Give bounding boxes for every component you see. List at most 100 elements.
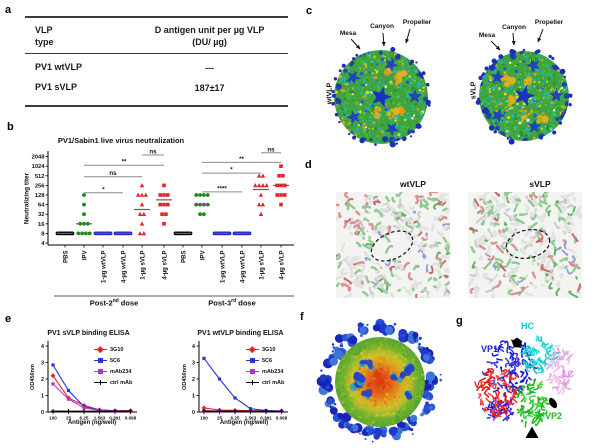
- data-point: [82, 193, 86, 197]
- protomer-model: [476, 335, 574, 438]
- annotation-mesa: Mesa: [478, 32, 496, 39]
- y-tick-label: 3: [192, 360, 195, 366]
- data-point: [202, 212, 206, 217]
- x-tick-label: PBS: [182, 251, 188, 263]
- data-point: [166, 202, 170, 207]
- x-tick-label: 4-µg sVLP: [163, 251, 169, 280]
- table-row: PV1 sVLP 187±17: [25, 74, 288, 105]
- legend-marker-icon: [94, 379, 107, 386]
- y-tick-label: 512: [35, 174, 45, 180]
- panel-letter-e: e: [5, 313, 12, 325]
- fab-blob: [341, 412, 352, 423]
- panel-letter-f: f: [300, 311, 304, 323]
- annotation-arrow: [405, 28, 411, 44]
- group-label-sup: nd: [112, 298, 119, 304]
- series-line: [203, 358, 282, 412]
- fivefold-star: [514, 85, 535, 107]
- x-tick-label: 6.25: [80, 416, 89, 421]
- data-point: [84, 231, 88, 236]
- y-tick-label: 1: [41, 393, 44, 399]
- pocket-ellipse: [505, 228, 551, 260]
- annotation-canyon: Canyon: [502, 24, 526, 31]
- row-label: PV1 wtVLP: [35, 62, 83, 72]
- threefold-axis-icon: [525, 426, 539, 438]
- x-tick-label: 6.25: [231, 416, 240, 421]
- header-line: type: [35, 37, 54, 47]
- fab-blob: [409, 414, 418, 423]
- significance-label: *: [230, 167, 233, 174]
- data-point: [275, 193, 279, 197]
- y-tick-label: 8: [41, 231, 45, 237]
- chart-title: PV1 sVLP binding ELISA: [47, 330, 130, 337]
- header-line: VLP: [35, 25, 53, 35]
- data-point: [256, 202, 262, 207]
- significance-label: ns: [267, 146, 275, 153]
- capsid-surface-maps: [331, 28, 573, 148]
- data-point: [136, 192, 141, 197]
- table-header-d-antigen: D antigen unit per µg VLP (DU/ µg): [131, 24, 288, 48]
- twofold-axis-icon: [548, 397, 558, 409]
- data-point: [260, 202, 266, 207]
- x-tick-label: 4-µg wtVLP: [122, 251, 128, 283]
- legend-item: ctrl mAb: [246, 379, 284, 386]
- data-point: [82, 406, 86, 410]
- fab-blob: [333, 349, 344, 360]
- data-point: [253, 183, 258, 188]
- data-point: [260, 173, 266, 178]
- group-label-text: dose: [236, 298, 256, 308]
- fab-blob: [336, 334, 343, 341]
- legend-item: 3G10: [94, 346, 132, 353]
- data-point: [141, 211, 147, 216]
- density-title-wtvlp: wtVLP: [400, 179, 426, 189]
- significance-label: **: [122, 159, 127, 166]
- data-point: [87, 231, 92, 236]
- annotation-propeller: Propeller: [402, 19, 432, 26]
- legend-label: mAb234: [110, 368, 132, 375]
- map-name-svlp: sVLP: [470, 81, 478, 100]
- x-tick-label: 1-µg wtVLP: [102, 251, 108, 283]
- data-point: [50, 373, 56, 379]
- data-point: [66, 397, 71, 401]
- header-line: (DU/ µg): [192, 37, 227, 47]
- data-point: [198, 193, 203, 197]
- y-tick-label: 16: [38, 222, 45, 228]
- data-point: [160, 212, 164, 216]
- annotation-arrow: [350, 38, 361, 50]
- data-point: [137, 211, 143, 216]
- panel-letter-d: d: [305, 159, 312, 171]
- data-point: [256, 173, 262, 178]
- legend-item: mAb234: [94, 368, 132, 375]
- data-point: [283, 193, 287, 197]
- x-tick-label: 100: [49, 416, 57, 421]
- y-tick-label: 2: [41, 377, 44, 383]
- data-point: [162, 193, 166, 197]
- data-point: [162, 183, 166, 188]
- y-axis-label: OD450nm: [182, 364, 188, 390]
- svlp-elisa-chart: 0 1 2 3 4 100 25 6.25 1.563 0.391 0.098: [41, 341, 137, 421]
- fab-blob: [357, 322, 364, 328]
- y-axis-label: OD450nm: [30, 364, 36, 390]
- density-title-svlp: sVLP: [529, 179, 551, 189]
- data-point: [264, 183, 269, 188]
- group-label-post-3rd-dose: Post-3rd dose: [172, 298, 292, 308]
- y-tick-label: 2048: [32, 155, 46, 161]
- data-point: [256, 183, 262, 188]
- wtvlp-elisa-chart: 0 1 2 3 4 100 25 6.25 1.563 0.391 0.098: [192, 341, 288, 421]
- x-tick-label: 25: [217, 416, 223, 421]
- chain-density: [476, 367, 521, 422]
- data-point: [260, 183, 266, 188]
- x-tick-label: 1-µg sVLP: [260, 251, 266, 280]
- x-tick-label: 0.098: [125, 416, 137, 421]
- data-point: [137, 231, 143, 236]
- legend-marker-icon: [246, 368, 259, 375]
- legend-label: 5C6: [262, 357, 273, 364]
- legend-label: ctrl mAb: [110, 379, 133, 386]
- data-point: [139, 183, 145, 188]
- fab-blob: [337, 412, 344, 420]
- pocket-ellipse: [370, 230, 414, 262]
- legend-marker-icon: [246, 357, 259, 364]
- data-point: [281, 174, 285, 178]
- neutralization-scatter-plot: 4 8 16 32 64 128 256 512 1024 2048 PBS IPV 1-µg wtVL…: [32, 146, 294, 297]
- legend-item: 3G10: [246, 346, 284, 353]
- density-map: [468, 192, 582, 298]
